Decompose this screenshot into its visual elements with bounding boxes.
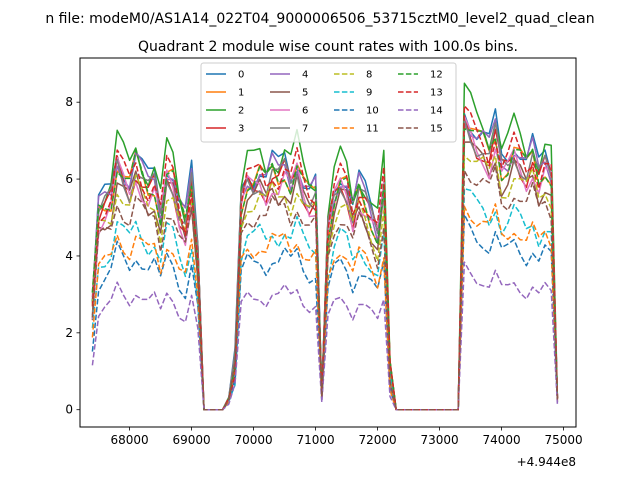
x-tick-label: 75000 xyxy=(545,433,583,447)
legend-label-8: 8 xyxy=(366,70,372,81)
series-line-10 xyxy=(91,213,559,411)
y-tick-label: 6 xyxy=(65,172,73,186)
legend-label-4: 4 xyxy=(302,70,308,81)
x-tick-label: 73000 xyxy=(421,433,459,447)
y-tick-label: 8 xyxy=(65,95,73,109)
legend-label-14: 14 xyxy=(430,106,443,117)
legend-label-0: 0 xyxy=(238,70,244,81)
legend-label-13: 13 xyxy=(430,88,443,99)
axes-frame xyxy=(79,57,577,428)
legend-label-1: 1 xyxy=(238,88,244,99)
x-offset-text: +4.944e8 xyxy=(517,455,576,469)
series-line-8 xyxy=(91,155,559,411)
x-tick-label: 70000 xyxy=(235,433,273,447)
legend-label-11: 11 xyxy=(366,124,379,135)
x-tick-label: 68000 xyxy=(111,433,149,447)
legend-label-12: 12 xyxy=(430,70,443,81)
chart-title: Quadrant 2 module wise count rates with … xyxy=(138,39,518,55)
legend-label-10: 10 xyxy=(366,106,379,117)
series-line-14 xyxy=(91,261,559,411)
x-tick-label: 71000 xyxy=(297,433,335,447)
y-tick-label: 4 xyxy=(65,249,73,263)
legend-label-3: 3 xyxy=(238,124,244,135)
figure-suptitle: n file: modeM0/AS1A14_022T04_9000006506_… xyxy=(45,11,594,27)
x-tick-label: 69000 xyxy=(173,433,211,447)
series-line-15 xyxy=(91,165,559,411)
legend-label-9: 9 xyxy=(366,88,372,99)
legend-label-6: 6 xyxy=(302,106,308,117)
y-tick-label: 0 xyxy=(65,403,73,417)
x-tick-label: 72000 xyxy=(359,433,397,447)
legend-label-7: 7 xyxy=(302,124,308,135)
y-tick-label: 2 xyxy=(65,326,73,340)
legend-box xyxy=(200,62,457,143)
legend-label-5: 5 xyxy=(302,88,308,99)
x-tick-label: 74000 xyxy=(483,433,521,447)
axis-ticks: 68000 69000 70000 71000 72000 73000 74000 75000… xyxy=(65,95,582,447)
legend-label-15: 15 xyxy=(430,124,443,135)
plot-area xyxy=(91,82,559,411)
legend-label-2: 2 xyxy=(238,106,244,117)
series-line-11 xyxy=(91,203,559,411)
